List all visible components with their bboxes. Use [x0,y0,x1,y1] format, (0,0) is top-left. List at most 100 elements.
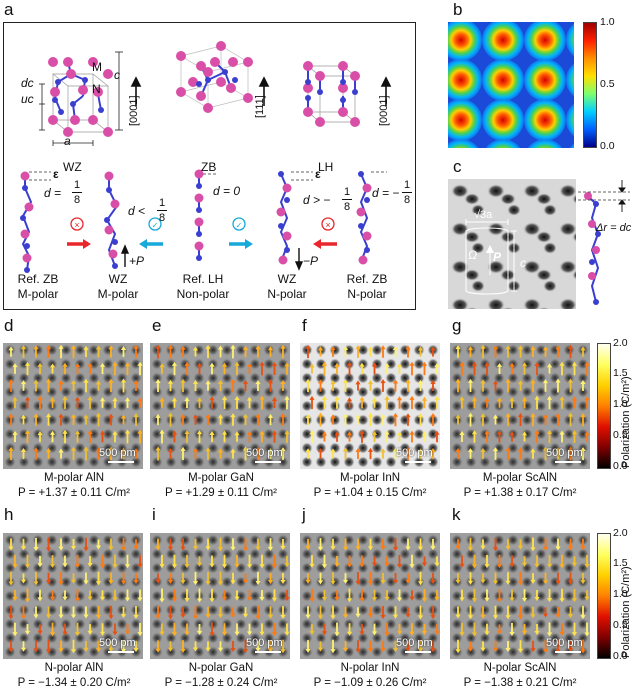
polarization-arrow [517,413,524,426]
polarization-arrow [471,361,478,376]
polarization-arrow [120,447,127,460]
polarization-arrow [330,448,336,459]
polarization-arrow [221,396,228,409]
polarization-arrow [342,606,349,619]
polarization-arrow [192,379,199,392]
polarization-arrow [496,588,503,603]
chain-name-5: Ref. ZB N-polar [337,272,397,302]
polarization-arrow [384,622,390,637]
polarization-arrow [467,641,474,652]
chain-name-line: Ref. LH [182,272,224,286]
frac-num: 1 [72,179,82,193]
polarization-arrow [20,641,27,652]
polarization-arrow [480,539,486,550]
polarization-arrow [87,624,93,635]
chain-name-1: Ref. ZB M-polar [7,272,69,302]
polarization-arrow [33,345,39,358]
polarization-arrow [459,555,465,568]
polarization-arrow [580,538,586,551]
polarization-arrow [309,395,315,410]
polarization-arrow [534,429,540,444]
cb-top-tick: 0.0 [613,460,628,472]
caption-name: N-polar ScAlN [483,662,557,674]
polarization-arrow [567,538,574,551]
polarization-arrow [255,571,261,586]
polarization-arrow [259,430,265,443]
polarization-arrow [530,573,536,584]
polarization-arrow [155,605,161,620]
polarization-arrow [346,623,353,636]
caption-j: N-polar InN P = −1.09 ± 0.26 C/m² [296,661,444,691]
polarization-arrow [521,556,528,567]
d-eqn: d = − [372,186,400,200]
polarization-arrow [137,397,143,408]
cb-bot-tick: 1.5 [613,557,628,569]
cb-bot-tick: 2.0 [613,527,628,539]
image-g: 500 pm [450,343,590,469]
polarization-arrow [196,588,203,603]
polarization-arrow [380,345,386,358]
polarization-arrow [221,554,228,569]
polarization-arrow [12,622,18,637]
eps-4: ε [315,167,321,181]
polarization-arrow [455,414,461,425]
polarization-arrow [430,605,436,620]
polarization-arrow [230,641,236,652]
polarization-arrow [74,554,81,569]
polarization-arrow [8,538,14,551]
d-zero: d = 0 [213,184,241,198]
axis-label-zb: [111] [254,95,266,118]
polarization-arrow [580,639,586,654]
polarization-arrow [49,590,56,601]
polarization-arrow [246,363,253,374]
polarization-arrow [509,431,515,442]
polarization-arrow [417,538,424,551]
polarization-arrow [434,362,440,375]
polarization-arrow [155,413,161,426]
cb-top-tick: 0.5 [613,429,628,441]
polarization-arrow [74,589,81,602]
polarization-arrow [230,413,236,426]
caption-d: M-polar AlN P = +1.37 ± 0.11 C/m² [0,471,148,501]
polarization-arrow [571,588,578,603]
polarization-arrow [430,412,436,427]
polarization-arrow [409,590,415,601]
polarization-arrow [280,639,286,654]
polarization-arrow [371,431,378,442]
polarization-arrow [396,396,403,409]
polarization-arrow [49,397,56,408]
polarization-arrow [567,606,574,619]
polarization-arrow [367,640,374,653]
polarization-arrow [95,640,102,653]
polarization-arrow [24,396,31,409]
polarization-arrow [396,363,403,374]
polarization-arrow [417,448,424,459]
polarization-arrow [467,378,474,393]
polarization-arrow [509,362,515,375]
polarization-arrow [321,431,328,442]
polarization-arrow [205,606,211,619]
scale-bar [255,461,281,463]
polarization-arrow [24,588,31,603]
polarization-arrow [580,605,586,620]
polarization-arrow [496,397,503,408]
polarization-arrow [484,361,490,376]
polarization-arrow [521,431,528,442]
polarization-arrow [49,430,56,443]
polarization-arrow [192,414,199,425]
polarization-arrow [355,414,361,425]
caption-k: N-polar ScAlN P = −1.38 ± 0.21 C/m² [446,661,594,691]
caption-name: M-polar ScAlN [482,472,558,484]
polarization-arrow [517,380,524,391]
polarization-arrow [371,623,378,636]
polarization-arrow [455,378,461,393]
polarization-arrow [505,641,511,652]
polarization-arrow [70,446,77,461]
polarization-arrow [112,623,118,636]
polarization-arrow [62,555,68,568]
polarization-arrow [546,555,553,568]
polarization-arrow [8,605,14,620]
polarization-arrow [83,414,89,425]
polarization-arrow [259,590,265,601]
polarization-arrow [137,622,143,637]
